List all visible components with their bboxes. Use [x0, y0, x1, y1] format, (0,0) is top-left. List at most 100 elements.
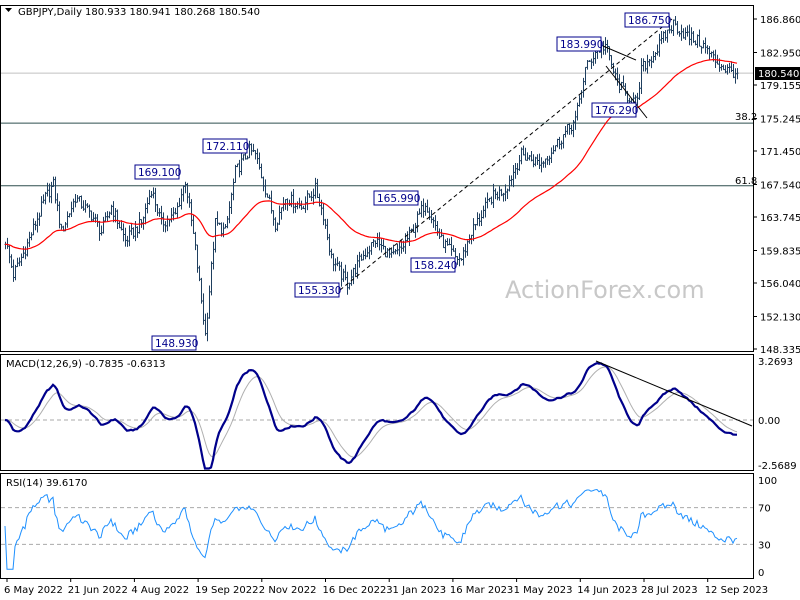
x-tick-label: 6 May 2022 [4, 585, 63, 596]
x-tick-label: 4 Aug 2022 [131, 585, 189, 596]
price-bar [212, 241, 215, 270]
price-bar [524, 147, 527, 161]
price-bar [34, 220, 37, 231]
price-bar [190, 199, 193, 227]
collapse-triangle-icon[interactable] [5, 8, 12, 12]
price-bar [696, 34, 699, 48]
price-bar [486, 192, 489, 209]
price-bar [580, 90, 583, 104]
price-bar [72, 198, 75, 213]
macd-tick-label: -2.5689 [758, 461, 797, 472]
price-bar [252, 143, 255, 153]
price-bar [374, 240, 377, 248]
price-bar [246, 155, 249, 160]
price-bar [502, 192, 505, 202]
price-bar [508, 175, 511, 192]
price-bar [422, 198, 425, 218]
price-bar [46, 182, 49, 197]
price-bar [552, 145, 555, 155]
price-bar [44, 191, 47, 205]
price-bar [226, 216, 229, 229]
price-bar [322, 202, 325, 226]
price-bar [300, 200, 303, 210]
price-bar [88, 204, 91, 218]
svg-text:176.290: 176.290 [595, 105, 638, 117]
x-tick-label: 14 Jun 2023 [577, 585, 637, 596]
price-bar [344, 264, 347, 281]
price-bar [360, 253, 363, 261]
price-bar [370, 242, 373, 255]
price-bar [102, 216, 105, 234]
price-bar [198, 265, 201, 282]
price-bar [354, 264, 357, 278]
price-bar [670, 25, 673, 34]
watermark: ActionForex.com [505, 276, 705, 304]
price-bar [728, 62, 731, 73]
price-bar [342, 268, 345, 282]
swing-label-158240: 158.240 [410, 257, 457, 273]
macd-tick-label: 3.2693 [758, 357, 793, 368]
price-bar [352, 267, 355, 285]
price-bar [624, 83, 627, 96]
x-tick-label: 28 Jul 2023 [641, 585, 698, 596]
price-bar [564, 125, 567, 138]
price-bar [432, 217, 435, 228]
price-bar [308, 193, 311, 198]
price-bar [678, 31, 681, 37]
price-bar [268, 194, 271, 200]
y-tick-label: 148.335 [760, 345, 800, 356]
price-bar [484, 197, 487, 218]
price-bar [650, 56, 653, 69]
macd-trendline [595, 360, 753, 427]
price-bar [146, 197, 149, 214]
svg-text:165.990: 165.990 [377, 193, 420, 205]
price-bar [10, 254, 13, 269]
price-bar [310, 191, 313, 202]
price-bar [270, 190, 273, 214]
pullback-line [605, 65, 648, 119]
price-bar [708, 46, 711, 61]
y-tick-label: 156.040 [760, 279, 800, 290]
price-bar [714, 49, 717, 69]
price-bar [372, 239, 375, 247]
price-bar [378, 232, 381, 251]
price-bar [392, 244, 395, 255]
price-bar [682, 28, 685, 39]
price-bar [86, 203, 89, 209]
price-bar [216, 211, 219, 226]
price-bar [480, 210, 483, 227]
price-bar [350, 269, 353, 286]
macd-panel [0, 354, 754, 471]
price-bar [18, 257, 21, 267]
price-bar [100, 225, 103, 236]
price-bar [314, 177, 317, 199]
price-bar [316, 178, 319, 199]
price-bar [658, 33, 661, 57]
price-bar [120, 220, 123, 231]
price-bar [694, 40, 697, 46]
price-bar [604, 37, 607, 55]
price-bar [430, 209, 433, 224]
price-bar [458, 253, 461, 267]
price-bar [414, 222, 417, 238]
price-bar [38, 212, 41, 226]
macd-title: MACD(12,26,9) -0.7835 -0.6313 [6, 359, 166, 370]
price-bar [532, 154, 535, 168]
price-bar [196, 244, 199, 273]
price-bar [130, 222, 133, 236]
price-bar [276, 222, 279, 232]
price-bar [182, 185, 185, 202]
price-bar [50, 181, 53, 204]
price-bar [144, 203, 147, 225]
symbol-label: GBPJPY,Daily [18, 7, 82, 18]
price-bar [156, 203, 159, 216]
price-bar [132, 227, 135, 239]
price-bar [398, 241, 401, 257]
svg-text:169.100: 169.100 [138, 167, 181, 179]
price-bar [400, 240, 403, 254]
price-bar [516, 163, 519, 175]
rsi-line [4, 488, 738, 570]
price-bar [358, 251, 361, 268]
swing-label-148930: 148.930 [151, 335, 198, 351]
